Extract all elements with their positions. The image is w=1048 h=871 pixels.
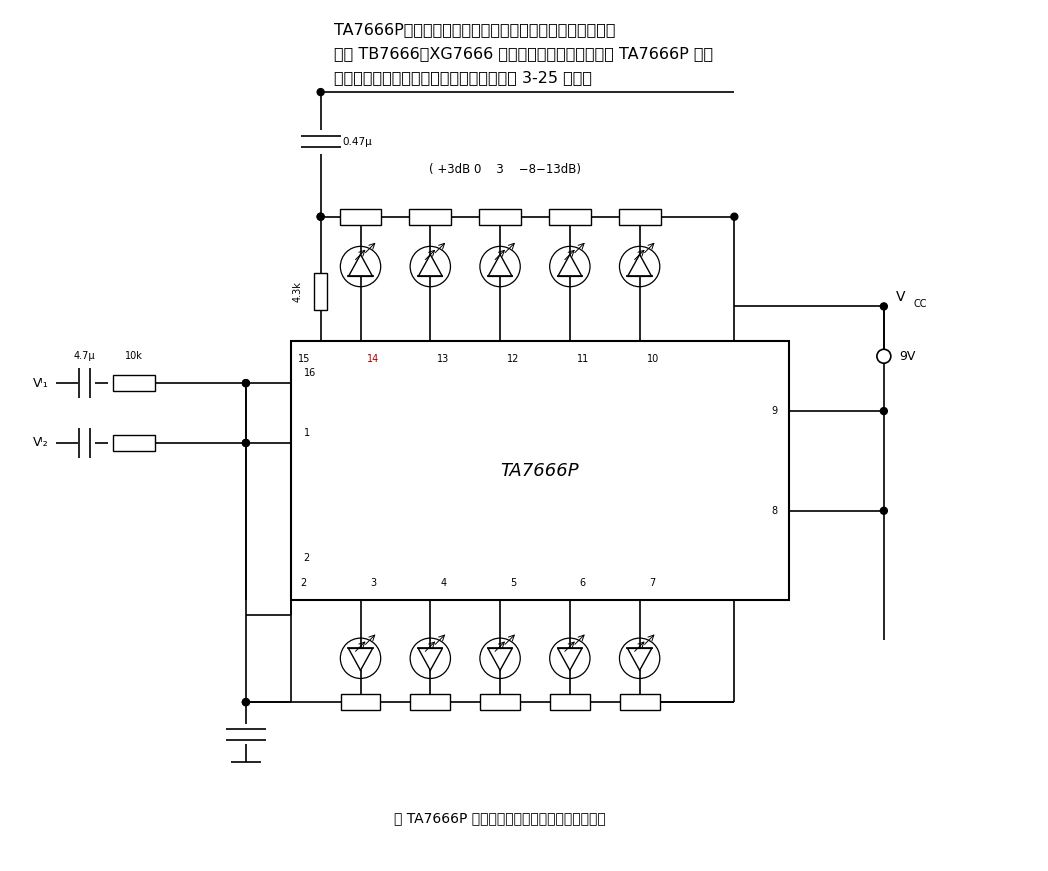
Circle shape <box>318 89 324 96</box>
Bar <box>549 209 591 225</box>
Text: 2: 2 <box>304 552 310 563</box>
Circle shape <box>318 213 324 220</box>
Text: V: V <box>896 290 905 305</box>
Text: 6: 6 <box>580 577 586 588</box>
Bar <box>410 209 452 225</box>
Bar <box>314 273 327 310</box>
Text: 9V: 9V <box>899 350 915 362</box>
Circle shape <box>880 507 888 514</box>
Text: TA7666P: TA7666P <box>501 462 580 480</box>
Circle shape <box>242 699 249 706</box>
Text: 470: 470 <box>421 213 439 221</box>
Bar <box>341 694 380 710</box>
Text: 5: 5 <box>510 577 517 588</box>
Text: 7: 7 <box>650 577 656 588</box>
Text: 470: 470 <box>562 213 578 221</box>
Circle shape <box>242 440 249 447</box>
Text: 15: 15 <box>298 354 310 364</box>
Circle shape <box>242 699 249 706</box>
Text: 14: 14 <box>368 354 379 364</box>
Text: Vᴵ₁: Vᴵ₁ <box>32 376 48 389</box>
Bar <box>411 694 451 710</box>
Circle shape <box>242 380 249 387</box>
Text: 470: 470 <box>631 213 649 221</box>
Circle shape <box>318 213 324 220</box>
Text: Vᴵ₂: Vᴵ₂ <box>32 436 48 449</box>
Text: 16: 16 <box>304 368 315 378</box>
Text: 11: 11 <box>576 354 589 364</box>
Text: 3: 3 <box>370 577 376 588</box>
Text: 4: 4 <box>440 577 446 588</box>
Text: 4.7μ: 4.7μ <box>73 351 95 361</box>
Text: 10k: 10k <box>126 351 144 361</box>
Text: 8: 8 <box>771 506 778 516</box>
Text: 0.47μ: 0.47μ <box>343 137 372 147</box>
Bar <box>550 694 590 710</box>
Bar <box>340 209 381 225</box>
Text: !: ! <box>493 213 498 226</box>
Bar <box>113 435 155 451</box>
Circle shape <box>730 213 738 220</box>
Bar <box>618 209 660 225</box>
Text: 4.3k: 4.3k <box>292 281 303 302</box>
Circle shape <box>877 349 891 363</box>
Circle shape <box>242 440 249 447</box>
Text: 9: 9 <box>771 406 778 416</box>
Bar <box>290 341 789 600</box>
Text: 470: 470 <box>492 213 508 221</box>
Text: CC: CC <box>914 300 927 309</box>
Bar <box>113 375 155 391</box>
Text: TA7666P是日本东京芝浦电气株式会社生产的。国内同类产
品有 TB7666、XG7666 等，可以直接互换使用。用 TA7666P 组成
双路五位发光二极管: TA7666P是日本东京芝浦电气株式会社生产的。国内同类产 品有 TB7666、… <box>334 23 714 85</box>
Text: 12: 12 <box>507 354 519 364</box>
Text: 10: 10 <box>647 354 659 364</box>
Text: 1: 1 <box>304 428 310 438</box>
Text: ( +3dB 0    3    −8−13dB): ( +3dB 0 3 −8−13dB) <box>429 164 581 176</box>
Bar <box>619 694 659 710</box>
Circle shape <box>242 380 249 387</box>
Text: 470: 470 <box>352 213 369 221</box>
Text: 用 TA7666P 组成双路五位发光二极管电平表电路: 用 TA7666P 组成双路五位发光二极管电平表电路 <box>394 811 606 825</box>
Circle shape <box>880 303 888 310</box>
Bar <box>480 694 520 710</box>
Text: 2: 2 <box>301 577 307 588</box>
Text: 13: 13 <box>437 354 450 364</box>
Circle shape <box>880 408 888 415</box>
Bar <box>479 209 521 225</box>
